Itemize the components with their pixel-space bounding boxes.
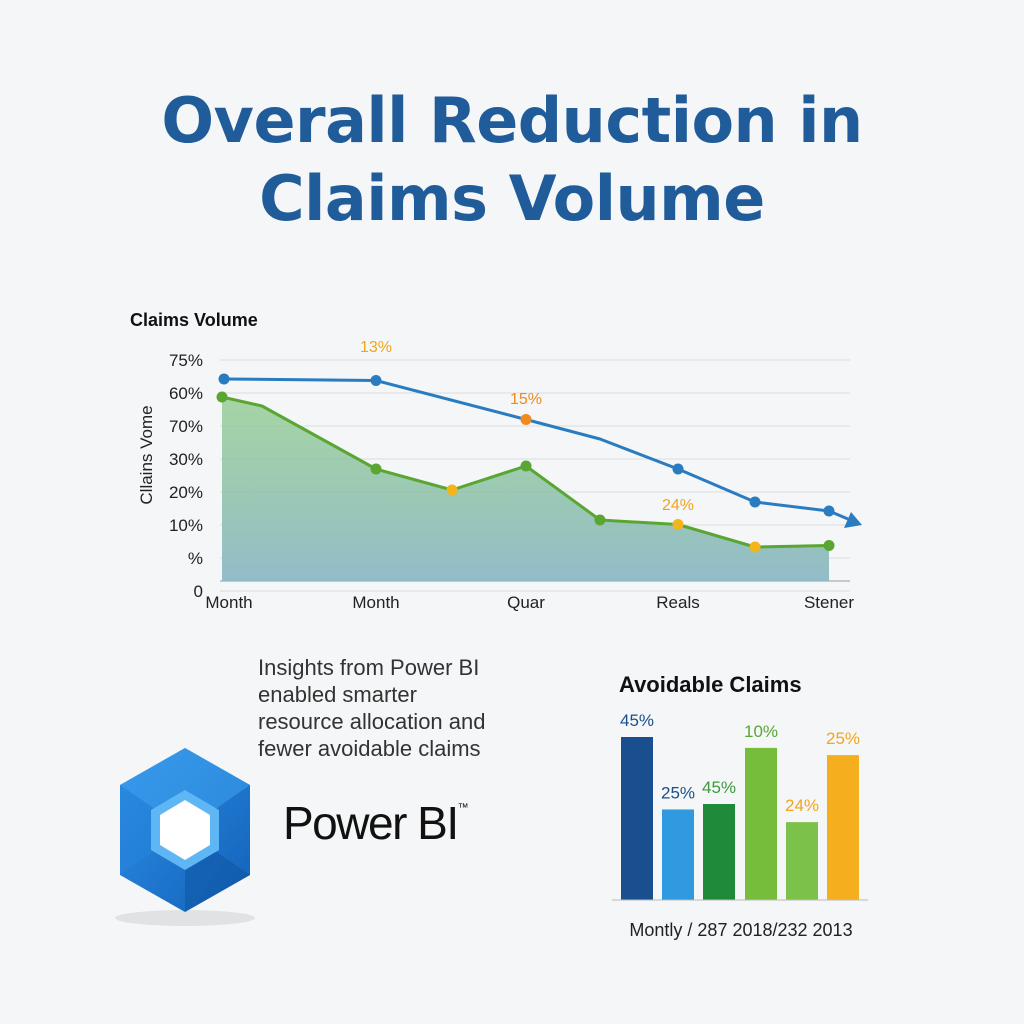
- x-tick-label: Reals: [656, 593, 699, 612]
- blue-series-point: [370, 375, 382, 386]
- blue-series-arrow: [844, 512, 862, 528]
- green-series-point: [672, 519, 684, 530]
- page-title-line-2: Claims Volume: [259, 162, 765, 235]
- power-bi-logo: [100, 740, 270, 930]
- insight-line-1: Insights from Power BI: [258, 655, 480, 680]
- bar: [786, 822, 818, 900]
- y-tick-label: 0: [194, 582, 203, 601]
- bar-value-label: 24%: [785, 796, 819, 815]
- insight-line-2: enabled smarter: [258, 682, 417, 707]
- bar-value-label: 10%: [744, 722, 778, 741]
- annotation-label: 24%: [662, 497, 694, 514]
- power-bi-hexagon-icon: [115, 748, 255, 926]
- green-series-area: [222, 397, 829, 581]
- blue-series-point: [520, 414, 532, 425]
- bar-value-label: 25%: [661, 783, 695, 802]
- page-title: Overall Reduction in Claims Volume: [0, 82, 1024, 238]
- blue-series-line: [223, 377, 849, 521]
- green-series-point: [370, 463, 382, 475]
- page-title-line-1: Overall Reduction in: [161, 84, 863, 157]
- x-tick-label: Quar: [507, 593, 545, 612]
- y-tick-label: 70%: [169, 417, 203, 436]
- brand-name: Power BI: [283, 797, 459, 849]
- line-chart-title: Claims Volume: [130, 310, 258, 330]
- x-tick-label: Stener: [804, 593, 854, 612]
- y-tick-label: 75%: [169, 351, 203, 370]
- bar-value-label: 25%: [826, 729, 860, 748]
- bar-value-label: 45%: [702, 778, 736, 797]
- y-tick-label: 30%: [169, 450, 203, 469]
- blue-series-point: [672, 463, 684, 475]
- x-tick-label: Month: [205, 593, 252, 612]
- green-series-point: [823, 540, 835, 551]
- green-series-point: [520, 460, 532, 472]
- power-bi-wordmark: Power BI™: [283, 796, 469, 850]
- bar: [662, 809, 694, 900]
- y-axis-label: Cllains Vome: [137, 405, 156, 504]
- bar-value-label: 45%: [620, 711, 654, 730]
- bar-chart-title: Avoidable Claims: [619, 672, 802, 697]
- green-series-point: [749, 541, 761, 553]
- x-tick-label: Month: [352, 593, 399, 612]
- annotation-label: 13%: [360, 339, 392, 356]
- y-tick-label: 20%: [169, 483, 203, 502]
- bar-x-tick-label: Montly / 287 2018/232 2013: [629, 920, 852, 940]
- trademark-symbol: ™: [457, 802, 469, 814]
- blue-series-point: [749, 496, 761, 508]
- bar: [827, 755, 859, 900]
- insight-line-4: fewer avoidable claims: [258, 736, 481, 761]
- blue-series-point: [823, 505, 835, 517]
- y-tick-label: 60%: [169, 384, 203, 403]
- green-series-point: [446, 484, 458, 496]
- y-tick-label: 10%: [169, 516, 203, 535]
- bar: [621, 737, 653, 900]
- insight-text: Insights from Power BI enabled smarter r…: [258, 654, 578, 762]
- annotation-label: 15%: [510, 391, 542, 408]
- green-series-point: [594, 514, 606, 526]
- insight-line-3: resource allocation and: [258, 709, 486, 734]
- bar: [745, 747, 777, 900]
- blue-series-point: [218, 373, 230, 385]
- bar: [703, 804, 735, 900]
- green-series-point: [216, 391, 228, 403]
- y-tick-label: %: [188, 549, 203, 568]
